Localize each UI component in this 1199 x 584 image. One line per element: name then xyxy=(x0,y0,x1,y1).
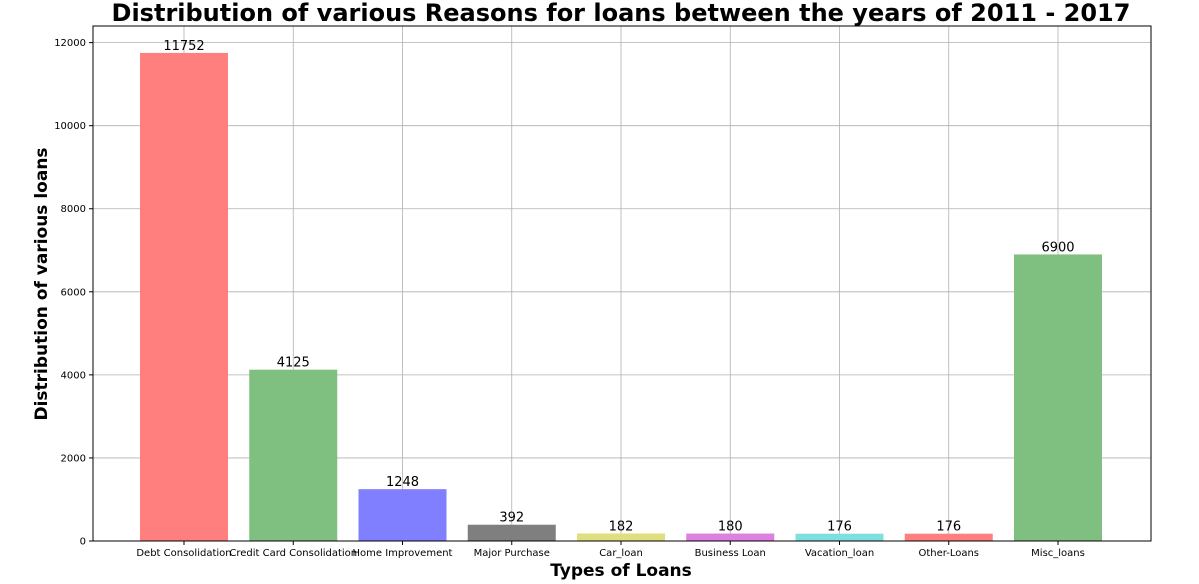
x-tick-label: Other-Loans xyxy=(918,548,979,559)
bar xyxy=(249,369,338,541)
bar-value-label: 392 xyxy=(499,511,524,526)
bar-value-label: 4125 xyxy=(277,356,310,371)
y-axis-label: Distribution of various loans xyxy=(32,147,52,420)
bar xyxy=(795,533,884,541)
bar-value-label: 180 xyxy=(718,520,743,535)
x-tick-label: Vacation_loan xyxy=(805,548,874,559)
bar-value-label: 1248 xyxy=(386,475,419,490)
x-tick-label: Debt Consolidation xyxy=(136,548,231,559)
bar xyxy=(904,533,993,541)
bar-value-label: 176 xyxy=(827,520,852,535)
y-tick-label: 12000 xyxy=(54,38,86,49)
bar xyxy=(577,533,665,541)
x-tick-label: Misc_loans xyxy=(1031,548,1085,559)
y-tick-label: 2000 xyxy=(61,453,86,464)
bar-value-label: 182 xyxy=(609,519,634,534)
y-tick-label: 8000 xyxy=(61,204,86,215)
bar xyxy=(140,52,228,541)
x-tick-label: Car_loan xyxy=(599,548,643,559)
bar-value-label: 176 xyxy=(936,520,961,535)
y-tick-label: 0 xyxy=(80,537,86,548)
bar-value-label: 6900 xyxy=(1041,240,1074,255)
bars-layer xyxy=(140,52,1102,541)
y-tick-label: 6000 xyxy=(61,287,86,298)
x-axis-label: Types of Loans xyxy=(550,561,692,581)
bar xyxy=(1014,254,1102,541)
y-tick-label: 10000 xyxy=(54,121,86,132)
axes-frame xyxy=(92,25,1152,542)
x-tick-label: Business Loan xyxy=(695,548,766,559)
bar xyxy=(467,524,556,541)
bar-value-label: 11752 xyxy=(163,39,204,54)
data-labels-layer: 11752 4125 1248 392 182 180 176 176 6900 xyxy=(163,39,1074,535)
y-ticks-layer: 0 2000 4000 6000 8000 10000 12000 xyxy=(54,38,93,548)
y-tick-label: 4000 xyxy=(61,370,86,381)
bar xyxy=(358,489,447,541)
bar xyxy=(686,533,775,541)
x-tick-label: Home Improvement xyxy=(353,548,453,559)
x-tick-label: Major Purchase xyxy=(474,548,550,559)
x-tick-label: Credit Card Consolidation xyxy=(229,548,357,559)
chart-title: Distribution of various Reasons for loan… xyxy=(112,0,1131,27)
